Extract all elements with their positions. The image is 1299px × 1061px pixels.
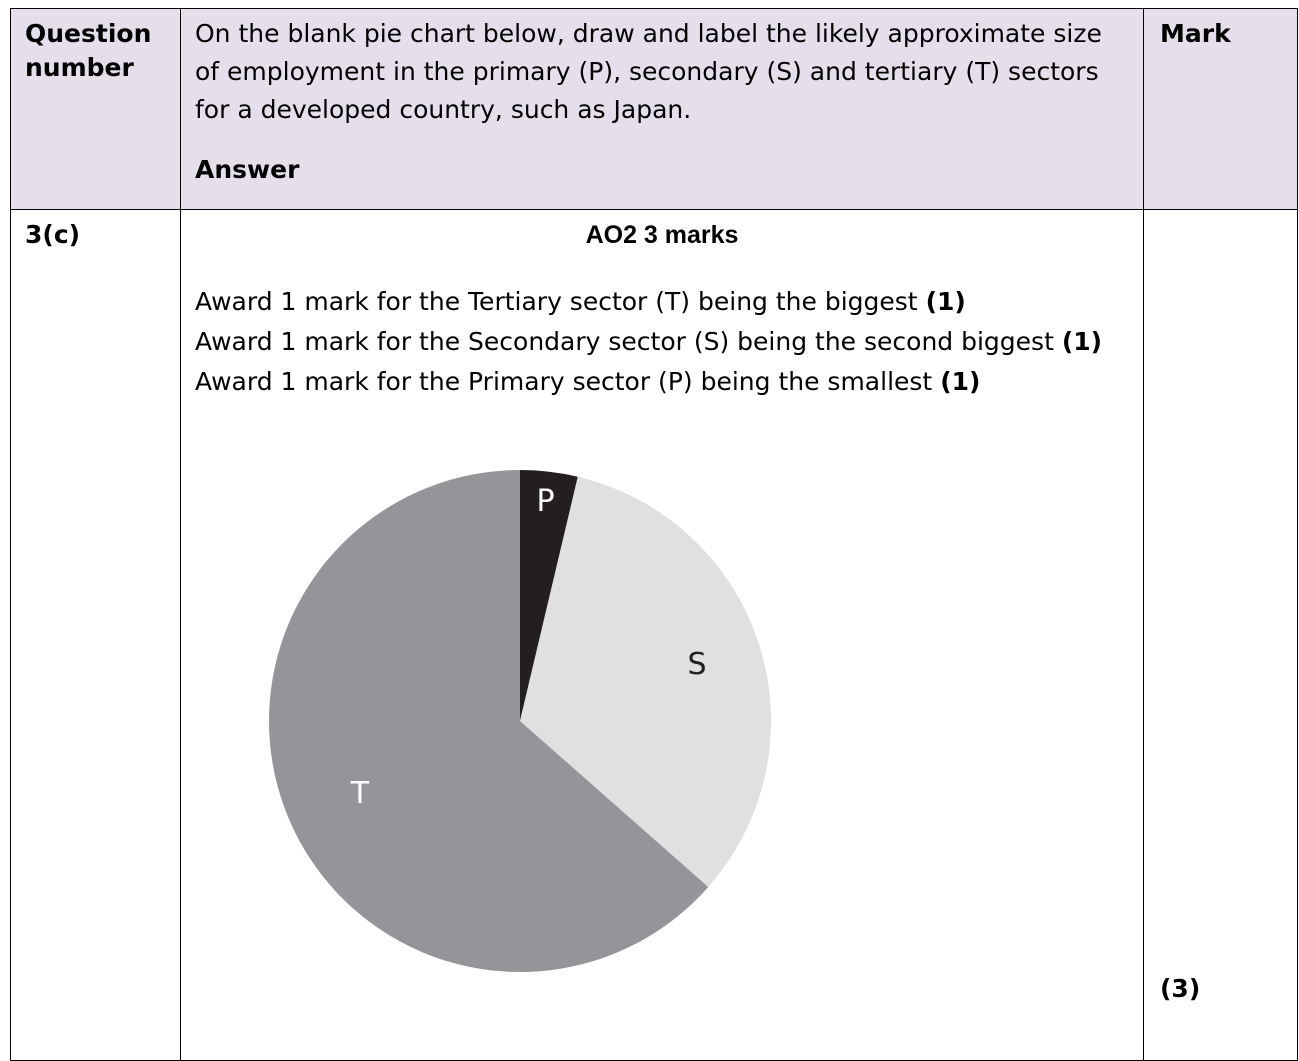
question-number-header-cell: Question number [10,8,181,210]
pie-slice-s [520,476,772,887]
answer-cell: AO2 3 marks Award 1 mark for the Tertiar… [180,209,1144,1061]
marking-criteria: Award 1 mark for the Tertiary sector (T)… [181,252,1143,402]
total-mark: (3) [1160,974,1201,1003]
question-number-header-line2: number [25,53,134,82]
criterion-1-text: Award 1 mark for the Tertiary sector (T)… [195,287,918,316]
criterion-3-text: Award 1 mark for the Primary sector (P) … [195,367,933,396]
criterion-2-text: Award 1 mark for the Secondary sector (S… [195,327,1054,356]
criterion-1: Award 1 mark for the Tertiary sector (T)… [195,282,1133,322]
criterion-1-mark: (1) [925,287,966,316]
pie-chart-svg: P S T [269,470,772,972]
question-code: 3(c) [25,220,81,249]
pie-slice-t [269,470,709,972]
mark-header-cell: Mark [1143,8,1298,210]
mark-scheme-table: Question number On the blank pie chart b… [10,8,1298,1061]
question-code-cell: 3(c) [10,209,181,1061]
criterion-2-mark: (1) [1061,327,1103,356]
header-row: Question number On the blank pie chart b… [10,8,1298,210]
mark-cell: (3) [1143,209,1298,1061]
pie-chart: P S T [267,468,773,974]
mark-header: Mark [1160,19,1231,48]
answer-header: Answer [195,155,300,184]
pie-label-p: P [537,484,555,519]
ao-heading: AO2 3 marks [585,221,739,249]
question-text: On the blank pie chart below, draw and l… [195,19,1102,124]
answer-row: 3(c) AO2 3 marks Award 1 mark for the Te… [10,209,1298,1061]
criterion-2-and-3: Award 1 mark for the Secondary sector (S… [195,322,1133,402]
question-number-header-line1: Question [25,19,152,48]
question-number-header: Question number [11,9,180,85]
criterion-3-mark: (1) [940,367,981,396]
pie-slice-p [520,470,578,721]
pie-label-t: T [350,776,370,811]
pie-label-s: S [687,647,706,682]
question-text-cell: On the blank pie chart below, draw and l… [180,8,1144,210]
